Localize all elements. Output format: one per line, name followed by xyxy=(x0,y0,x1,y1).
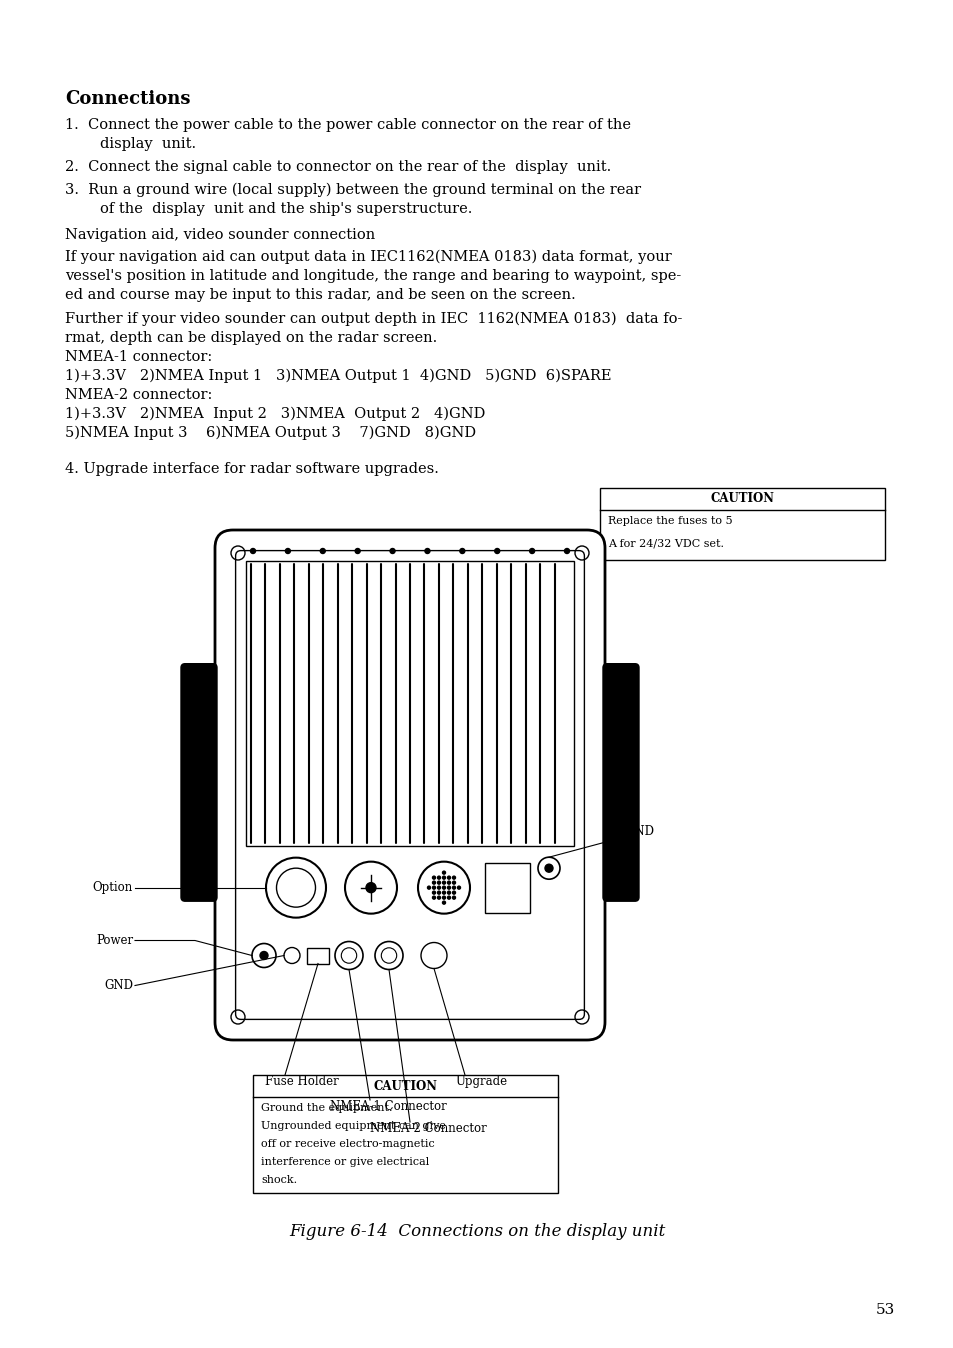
Bar xyxy=(253,1074,558,1193)
Circle shape xyxy=(447,886,450,890)
Circle shape xyxy=(251,549,255,554)
Text: CAUTION: CAUTION xyxy=(710,492,774,506)
Text: NMEA-1 Connector: NMEA-1 Connector xyxy=(330,1100,446,1113)
Text: 53: 53 xyxy=(875,1304,894,1317)
Text: NMEA-1 connector:: NMEA-1 connector: xyxy=(65,350,212,364)
Text: 1)+3.3V   2)NMEA  Input 2   3)NMEA  Output 2   4)GND: 1)+3.3V 2)NMEA Input 2 3)NMEA Output 2 4… xyxy=(65,407,485,422)
Text: 3.  Run a ground wire (local supply) between the ground terminal on the rear: 3. Run a ground wire (local supply) betw… xyxy=(65,183,640,197)
Circle shape xyxy=(320,549,325,554)
Circle shape xyxy=(424,549,430,554)
Text: 5)NMEA Input 3    6)NMEA Output 3    7)GND   8)GND: 5)NMEA Input 3 6)NMEA Output 3 7)GND 8)G… xyxy=(65,426,476,441)
Circle shape xyxy=(432,876,435,879)
Text: off or receive electro-magnetic: off or receive electro-magnetic xyxy=(261,1139,435,1148)
Text: Ungrounded equipment can give: Ungrounded equipment can give xyxy=(261,1122,445,1131)
Circle shape xyxy=(432,886,435,890)
Text: 4. Upgrade interface for radar software upgrades.: 4. Upgrade interface for radar software … xyxy=(65,462,438,476)
FancyBboxPatch shape xyxy=(181,663,216,902)
Circle shape xyxy=(432,882,435,884)
Text: If your navigation aid can output data in IEC1162(NMEA 0183) data format, your: If your navigation aid can output data i… xyxy=(65,249,671,264)
Circle shape xyxy=(432,891,435,894)
Text: NMEA-2 Connector: NMEA-2 Connector xyxy=(370,1122,486,1135)
Text: Navigation aid, video sounder connection: Navigation aid, video sounder connection xyxy=(65,228,375,243)
Text: Fuse Holder: Fuse Holder xyxy=(265,1074,338,1088)
Circle shape xyxy=(442,896,445,899)
Text: rmat, depth can be displayed on the radar screen.: rmat, depth can be displayed on the rada… xyxy=(65,332,436,345)
Circle shape xyxy=(442,891,445,894)
Circle shape xyxy=(564,549,569,554)
Text: A for 24/32 VDC set.: A for 24/32 VDC set. xyxy=(607,538,723,549)
Text: Option: Option xyxy=(92,882,132,894)
Circle shape xyxy=(427,886,430,890)
Text: 1.  Connect the power cable to the power cable connector on the rear of the: 1. Connect the power cable to the power … xyxy=(65,119,630,132)
Text: vessel's position in latitude and longitude, the range and bearing to waypoint, : vessel's position in latitude and longit… xyxy=(65,270,680,283)
Circle shape xyxy=(442,902,445,905)
Circle shape xyxy=(452,886,455,890)
Circle shape xyxy=(442,876,445,879)
Circle shape xyxy=(447,882,450,884)
FancyBboxPatch shape xyxy=(602,663,639,902)
Circle shape xyxy=(442,882,445,884)
Circle shape xyxy=(447,876,450,879)
Circle shape xyxy=(366,883,375,892)
FancyBboxPatch shape xyxy=(235,550,584,1019)
Circle shape xyxy=(544,864,553,872)
Circle shape xyxy=(457,886,460,890)
Text: Further if your video sounder can output depth in IEC  1162(NMEA 0183)  data fo-: Further if your video sounder can output… xyxy=(65,311,681,326)
Bar xyxy=(246,561,574,847)
Bar xyxy=(484,863,530,913)
Bar xyxy=(599,488,884,559)
Text: Upgrade: Upgrade xyxy=(455,1074,507,1088)
Text: Figure 6-14  Connections on the display unit: Figure 6-14 Connections on the display u… xyxy=(289,1224,664,1240)
Bar xyxy=(307,948,329,964)
Circle shape xyxy=(285,549,290,554)
Circle shape xyxy=(432,896,435,899)
Text: 1)+3.3V   2)NMEA Input 1   3)NMEA Output 1  4)GND   5)GND  6)SPARE: 1)+3.3V 2)NMEA Input 1 3)NMEA Output 1 4… xyxy=(65,369,611,383)
Text: of the  display  unit and the ship's superstructure.: of the display unit and the ship's super… xyxy=(100,202,472,216)
Text: ed and course may be input to this radar, and be seen on the screen.: ed and course may be input to this radar… xyxy=(65,288,576,302)
Circle shape xyxy=(447,891,450,894)
Circle shape xyxy=(452,882,455,884)
Circle shape xyxy=(355,549,360,554)
Text: interference or give electrical: interference or give electrical xyxy=(261,1157,429,1167)
Text: GND: GND xyxy=(624,825,654,838)
Text: 2.  Connect the signal cable to connector on the rear of the  display  unit.: 2. Connect the signal cable to connector… xyxy=(65,160,611,174)
Circle shape xyxy=(459,549,464,554)
Text: shock.: shock. xyxy=(261,1175,296,1185)
Circle shape xyxy=(447,896,450,899)
Circle shape xyxy=(437,882,440,884)
Text: NMEA-2 connector:: NMEA-2 connector: xyxy=(65,388,213,402)
Circle shape xyxy=(442,871,445,874)
Text: Ground the equipment.: Ground the equipment. xyxy=(261,1103,392,1113)
Text: CAUTION: CAUTION xyxy=(374,1080,437,1092)
Text: GND: GND xyxy=(104,979,132,992)
Text: Connections: Connections xyxy=(65,90,191,108)
Circle shape xyxy=(452,891,455,894)
Circle shape xyxy=(442,886,445,890)
Circle shape xyxy=(437,886,440,890)
Circle shape xyxy=(452,896,455,899)
Circle shape xyxy=(390,549,395,554)
Circle shape xyxy=(437,896,440,899)
Circle shape xyxy=(260,952,268,960)
Circle shape xyxy=(529,549,534,554)
Text: Replace the fuses to 5: Replace the fuses to 5 xyxy=(607,516,732,526)
Circle shape xyxy=(437,891,440,894)
Text: display  unit.: display unit. xyxy=(100,137,196,151)
Circle shape xyxy=(495,549,499,554)
FancyBboxPatch shape xyxy=(214,530,604,1041)
Circle shape xyxy=(437,876,440,879)
Circle shape xyxy=(452,876,455,879)
Text: Power: Power xyxy=(95,934,132,948)
